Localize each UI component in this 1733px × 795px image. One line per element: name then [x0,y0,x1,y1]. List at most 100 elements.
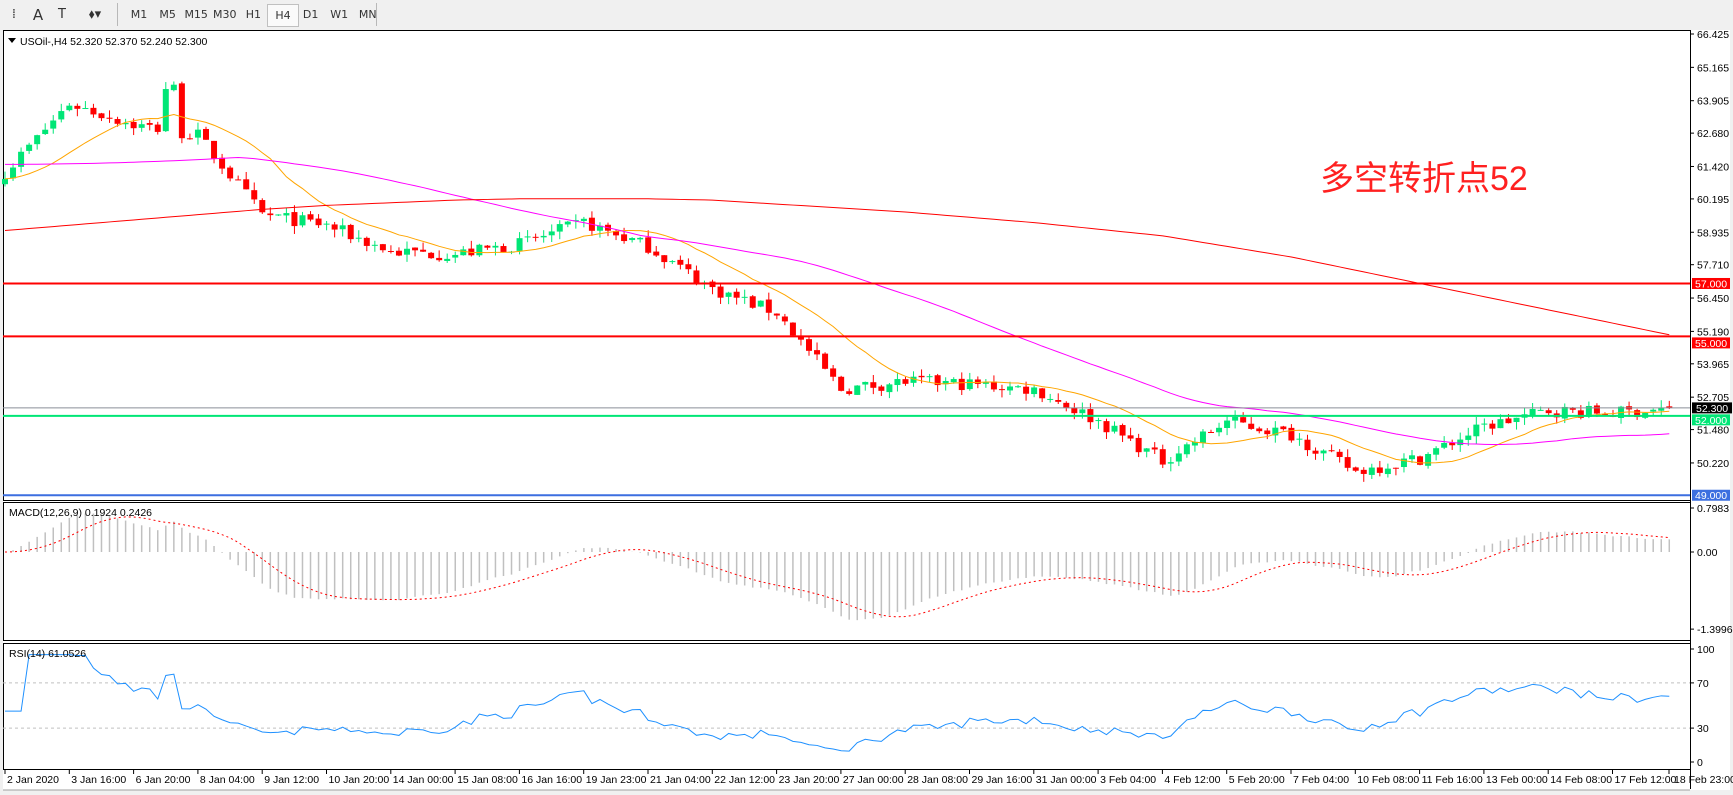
price-tick-label: 53.965 [1697,359,1729,371]
candle-body [669,261,676,263]
candle-body [1151,447,1158,450]
candle [934,373,941,392]
price-tick-label: 63.905 [1697,96,1729,108]
candle-body [926,376,933,378]
text-label-tool-icon[interactable]: T [58,7,66,22]
candle-body [90,107,97,115]
candle [307,211,314,222]
candle-body [1400,458,1407,468]
timeframe-mn-button[interactable]: MN [358,8,377,21]
candle [243,171,250,190]
candle [1481,418,1488,432]
candle [637,236,644,243]
candle [1224,415,1231,436]
candle-body [725,292,732,297]
candle-body [146,123,153,125]
time-tick-label: 16 Jan 16:00 [521,774,582,786]
arrows-tool-icon[interactable]: ⬧▾ [88,7,102,22]
candle-body [1248,423,1255,429]
rsi-tick-label: 100 [1697,644,1715,656]
candle-body [1296,438,1303,440]
candle-body [1079,409,1086,414]
candle [1095,417,1102,429]
time-tick-label: 14 Feb 08:00 [1550,774,1612,786]
timeframe-m1-button[interactable]: M1 [130,8,148,21]
text-tool-icon[interactable]: A [32,5,44,24]
candle [1489,420,1496,435]
timeframe-m5-button[interactable]: M5 [159,8,176,21]
candle [1063,401,1070,412]
candle-body [387,251,394,253]
candle [1441,436,1448,450]
rsi-label: RSI(14) 61.0526 [9,648,86,660]
candle [958,372,965,396]
hline-price-label: 52.000 [1695,415,1727,427]
timeframe-h4-button[interactable]: H4 [267,4,299,27]
macd-tick-label: 0.00 [1697,547,1718,559]
candle-body [613,230,620,236]
time-tick-label: 11 Feb 16:00 [1422,774,1483,786]
candle-body [910,376,917,383]
timeframe-h1-button[interactable]: H1 [245,8,262,21]
annotation-text: 多空转折点52 [1320,160,1528,198]
candle-body [1441,442,1448,448]
candle [476,243,483,257]
macd-histogram [12,513,1671,621]
candle [717,283,724,304]
candle [363,236,370,252]
time-tick-label: 15 Jan 08:00 [457,774,518,786]
candle [645,230,652,255]
candle [661,255,668,269]
candle [1167,456,1174,472]
candle [2,171,8,187]
candle [331,221,338,238]
candle-body [1433,448,1440,455]
candle-body [114,119,121,124]
candle [757,300,764,308]
candle-body [203,128,209,140]
candle-body [1658,407,1665,411]
timeframe-m30-button[interactable]: M30 [213,8,237,21]
candle-body [98,113,105,119]
candle [773,313,780,320]
candle-body [26,144,33,151]
plot-area [3,30,1690,769]
candle-body [1384,468,1391,475]
candle-body [862,381,869,385]
candle-body [1457,439,1464,446]
candle-body [661,255,668,263]
candle [420,242,427,252]
candle [412,247,419,257]
candle [66,103,73,112]
candle-body [452,254,459,258]
candle-body [548,231,555,236]
candle [114,116,121,127]
price-tick-label: 66.425 [1697,29,1729,41]
candle-body [1135,437,1142,453]
candle [178,81,185,144]
candle-body [1191,441,1198,446]
candle [1368,463,1375,479]
candle [1023,381,1030,401]
time-tick-label: 28 Jan 08:00 [907,774,968,786]
candle [275,214,282,217]
timeframe-m15-button[interactable]: M15 [184,8,208,21]
timeframe-w1-button[interactable]: W1 [330,8,349,21]
hline-price-tag [1692,489,1730,501]
candle-body [178,83,185,139]
candle-body [958,378,965,391]
candle-body [854,385,861,395]
candle-body [1352,467,1359,471]
candle [18,147,25,173]
period-separator-icon[interactable]: ⁞ [11,7,17,22]
timeframe-d1-button[interactable]: D1 [302,8,319,21]
candle-body [428,252,435,259]
time-tick-label: 18 Feb 23:00 [1674,774,1733,786]
candle [878,384,885,396]
time-tick-label: 14 Jan 00:00 [393,774,454,786]
candle-body [74,105,81,109]
candle-body [621,234,628,242]
rsi-tick-label: 70 [1697,678,1709,690]
candle [1425,452,1432,469]
chart-window[interactable]: 66.425 65.165 63.905 62.680 61.420 60.195 58.9… [0,29,1733,795]
